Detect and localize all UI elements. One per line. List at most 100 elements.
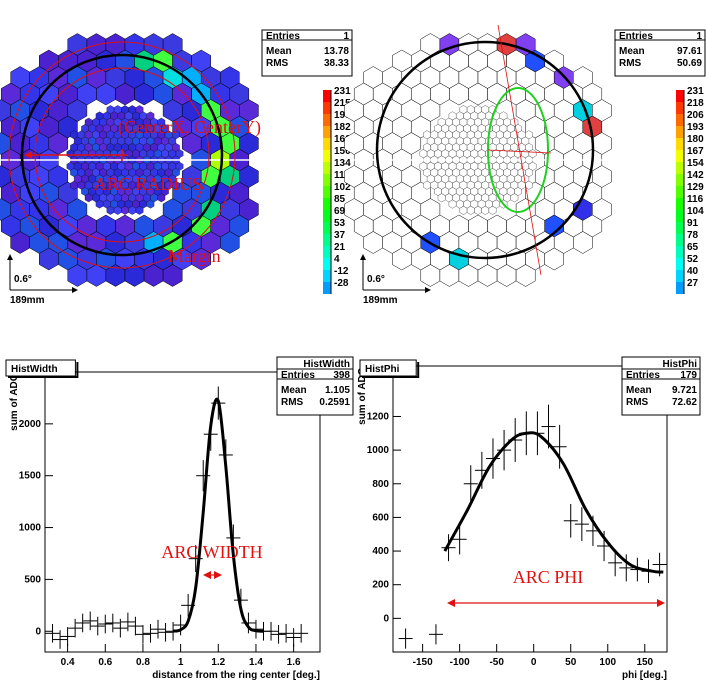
y-tick-label: 0 xyxy=(383,613,389,624)
stats-value: 398 xyxy=(333,370,350,381)
palette-cell xyxy=(676,90,684,102)
palette-label: 182 xyxy=(334,122,351,133)
x-tick-label: 1 xyxy=(178,657,184,668)
pixel xyxy=(515,264,536,287)
y-tick-label: 600 xyxy=(372,512,389,523)
palette-cell xyxy=(323,114,331,126)
palette-cell xyxy=(676,234,684,246)
palette-cell xyxy=(676,114,684,126)
center-mark xyxy=(116,149,128,161)
axis-line xyxy=(487,149,552,154)
palette-label: -28 xyxy=(334,278,349,289)
stats-label: RMS xyxy=(266,58,289,69)
y-tick-label: 800 xyxy=(372,479,389,490)
x-tick-label: -50 xyxy=(489,657,504,668)
palette-cell xyxy=(676,126,684,138)
frame xyxy=(44,371,321,653)
fit-curve xyxy=(172,397,264,633)
palette-label: 4 xyxy=(334,254,340,265)
title-shadow xyxy=(362,362,420,378)
stats-box xyxy=(614,29,706,77)
scale-arrows xyxy=(362,258,428,291)
pixel xyxy=(220,231,240,254)
palette-label: 218 xyxy=(687,98,704,109)
palette-cell xyxy=(323,138,331,150)
palette-cell xyxy=(323,162,331,174)
y-tick-label: 1500 xyxy=(19,471,42,482)
camera xyxy=(344,33,612,287)
stats-title: HistPhi xyxy=(663,359,698,370)
palette-cell xyxy=(676,198,684,210)
pixel xyxy=(510,193,519,203)
stats-box xyxy=(621,368,701,416)
palette-label: 85 xyxy=(334,194,346,205)
x-tick-label: -100 xyxy=(450,657,470,668)
annotation: ARC WIDTH xyxy=(161,542,262,562)
annotation: ARC PHI xyxy=(513,567,584,587)
palette-cell xyxy=(323,102,331,114)
palette-cell xyxy=(323,210,331,222)
palette-label: 206 xyxy=(687,110,704,121)
annotation: ARC RADIUS xyxy=(94,174,203,194)
palette-cell xyxy=(323,174,331,186)
palette-cell xyxy=(676,150,684,162)
axis-line xyxy=(497,24,542,276)
y-tick-label: 1000 xyxy=(367,445,390,456)
x-axis-label: distance from the ring center [deg.] xyxy=(152,670,320,681)
stats-value: 38.33 xyxy=(324,58,349,69)
stats-value: 72.62 xyxy=(672,397,697,408)
palette-cell xyxy=(676,270,684,282)
pixel xyxy=(544,247,564,271)
x-tick-label: -150 xyxy=(413,657,433,668)
stats-label: Mean xyxy=(281,385,307,396)
y-tick-label: 200 xyxy=(372,580,389,591)
palette-label: 134 xyxy=(334,158,351,169)
palette-cell xyxy=(676,162,684,174)
x-axis-label: phi [deg.] xyxy=(622,670,667,681)
palette-label: 52 xyxy=(687,254,699,265)
x-tick-label: 1.4 xyxy=(249,657,263,668)
annotation: (CenterX, CenterY) xyxy=(118,117,261,138)
stats-value: 9.721 xyxy=(672,385,697,396)
palette-label: 166 xyxy=(334,134,351,145)
palette-cell xyxy=(323,198,331,210)
ring xyxy=(375,40,595,260)
stats-label: Mean xyxy=(266,46,292,57)
y-tick-label: 400 xyxy=(372,546,389,557)
pixel xyxy=(162,264,183,287)
palette-label: 65 xyxy=(687,242,699,253)
palette-label: 116 xyxy=(687,194,704,205)
stats-box xyxy=(261,29,353,77)
x-tick-label: 50 xyxy=(565,657,577,668)
palette-label: 91 xyxy=(687,218,699,229)
palette-cell xyxy=(676,102,684,114)
pixel xyxy=(488,206,497,215)
scale-length: 189mm xyxy=(10,295,45,306)
palette-label: 27 xyxy=(687,278,699,289)
palette-cell xyxy=(323,90,331,102)
arrow-head xyxy=(203,571,222,579)
scale-arrows xyxy=(9,258,75,291)
stats-value: 0.2591 xyxy=(319,397,350,408)
hist-title: HistWidth xyxy=(11,364,58,375)
palette-cell xyxy=(676,174,684,186)
stats-value: 50.69 xyxy=(677,58,702,69)
palette-label: 40 xyxy=(687,266,699,277)
hist-title: HistPhi xyxy=(365,364,400,375)
x-tick-label: 1.6 xyxy=(287,657,301,668)
stats-label: RMS xyxy=(626,397,649,408)
palette-cell xyxy=(676,210,684,222)
palette-label: -12 xyxy=(334,266,349,277)
pixel xyxy=(573,231,593,254)
ring xyxy=(20,53,224,257)
stats-title: HistWidth xyxy=(303,359,350,370)
y-tick-label: 1200 xyxy=(367,411,390,422)
x-tick-label: 150 xyxy=(636,657,653,668)
x-tick-label: 0.4 xyxy=(61,657,75,668)
palette-label: 78 xyxy=(687,230,699,241)
pixel xyxy=(172,180,180,190)
x-tick-label: 0.8 xyxy=(136,657,150,668)
pixel xyxy=(191,247,211,271)
palette-cell xyxy=(323,150,331,162)
